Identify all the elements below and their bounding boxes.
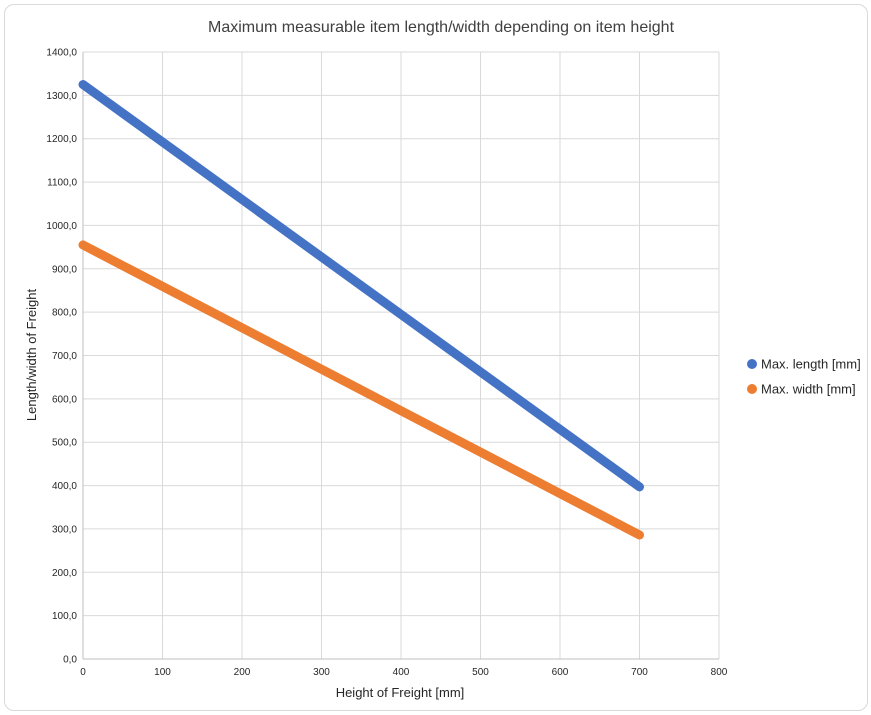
chart-title: Maximum measurable item length/width dep… <box>208 19 675 36</box>
legend: Max. length [mm] Max. width [mm] <box>747 357 861 397</box>
y-tick-label: 500,0 <box>52 438 77 449</box>
x-tick-label: 600 <box>552 667 569 678</box>
legend-label-2: Max. width [mm] <box>761 382 856 397</box>
x-tick-label: 100 <box>154 667 171 678</box>
series-line-2 <box>78 240 644 540</box>
x-tick-label: 300 <box>313 667 330 678</box>
y-tick-label: 100,0 <box>52 611 77 622</box>
x-tick-label: 200 <box>234 667 251 678</box>
y-tick-label: 1100,0 <box>47 178 77 189</box>
legend-label-1: Max. length [mm] <box>761 357 861 372</box>
chart-frame <box>4 4 868 711</box>
y-tick-label: 900,0 <box>52 264 77 275</box>
y-tick-label: 1200,0 <box>46 134 77 145</box>
y-axis-title: Length/width of Freight <box>24 288 39 421</box>
x-tick-label: 800 <box>711 667 728 678</box>
series-line-1 <box>78 80 644 492</box>
grid-layer <box>83 51 720 659</box>
axis-layer: 0,0 100,0 200,0 300,0 400,0 500,0 600,0 700,0 80… <box>46 48 727 679</box>
x-tick-label: 0 <box>80 667 86 678</box>
y-tick-label: 800,0 <box>52 308 77 319</box>
y-tick-label: 400,0 <box>52 481 77 492</box>
x-tick-label: 700 <box>631 667 648 678</box>
legend-marker-1 <box>747 359 757 369</box>
x-tick-label: 400 <box>393 667 410 678</box>
y-tick-label: 0,0 <box>63 655 77 666</box>
y-tick-label: 600,0 <box>52 394 77 405</box>
y-tick-label: 1400,0 <box>46 48 77 59</box>
y-tick-label: 200,0 <box>52 568 77 579</box>
y-tick-label: 300,0 <box>52 524 77 535</box>
x-tick-label: 500 <box>472 667 489 678</box>
y-tick-label: 700,0 <box>52 351 77 362</box>
legend-marker-2 <box>747 384 757 394</box>
y-tick-label: 1300,0 <box>46 91 77 102</box>
series-layer <box>78 80 644 540</box>
y-tick-label: 1000,0 <box>46 221 77 232</box>
x-axis-title: Height of Freight [mm] <box>336 685 465 700</box>
